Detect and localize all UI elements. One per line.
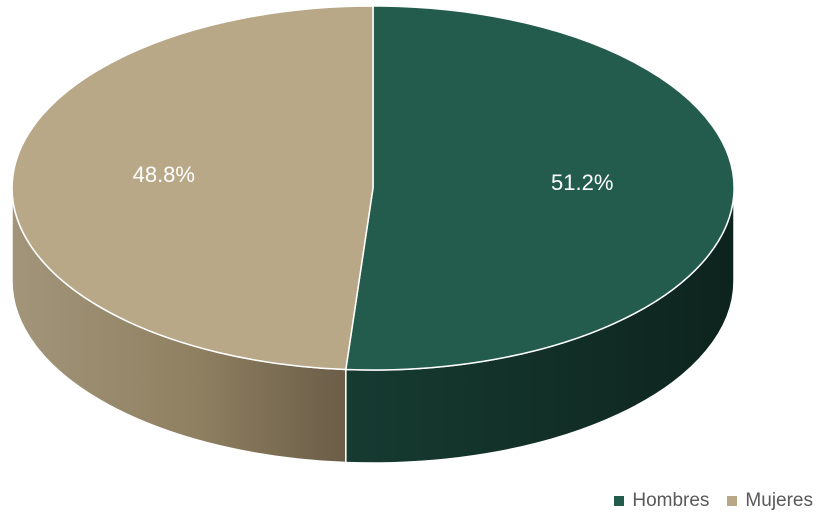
- legend-swatch-mujeres: [727, 496, 738, 506]
- legend-item-mujeres: Mujeres: [727, 490, 813, 512]
- pie-slice-hombres: [345, 5, 735, 371]
- data-label-mujeres: 48.8%: [133, 162, 195, 187]
- legend-label-mujeres: Mujeres: [745, 490, 813, 511]
- pie-tops: [11, 5, 735, 371]
- legend-item-hombres: Hombres: [614, 490, 709, 512]
- legend: Hombres Mujeres: [614, 490, 813, 512]
- legend-swatch-hombres: [614, 496, 625, 506]
- legend-label-hombres: Hombres: [632, 490, 710, 511]
- data-label-hombres: 51.2%: [551, 170, 613, 195]
- pie-labels: 51.2% 48.8%: [133, 162, 614, 195]
- pie-slice-mujeres: [11, 5, 374, 371]
